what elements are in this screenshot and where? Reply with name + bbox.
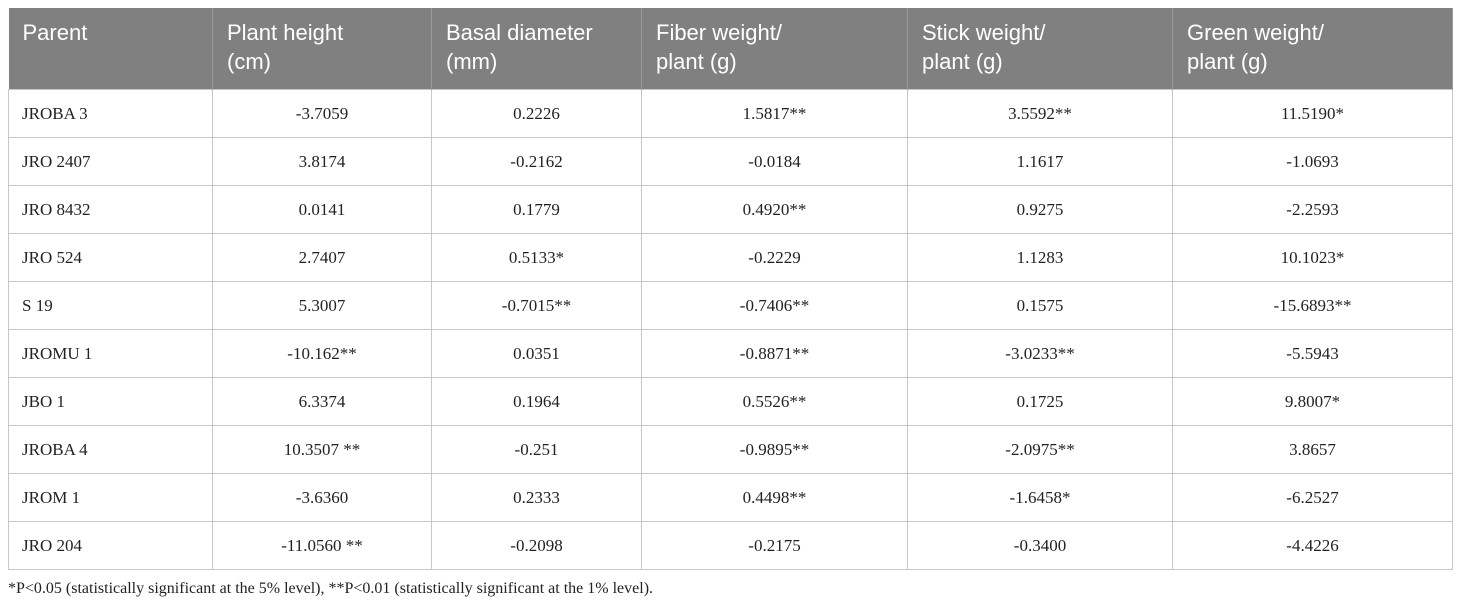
row-label: JRO 204 — [8, 521, 213, 570]
table-cell: -3.6360 — [212, 473, 432, 522]
column-header: Stick weight/ plant (g) — [907, 8, 1173, 90]
table-row: S 19 5.3007 -0.7015** -0.7406** 0.1575 -15.68… — [8, 281, 1453, 330]
table-cell: -4.4226 — [1172, 521, 1453, 570]
table-cell: -0.7015** — [431, 281, 642, 330]
table-cell: 2.7407 — [212, 233, 432, 282]
table-cell: -10.162** — [212, 329, 432, 378]
column-header: Plant height (cm) — [212, 8, 432, 90]
column-header: Parent — [8, 8, 213, 90]
table-cell: -2.2593 — [1172, 185, 1453, 234]
table-container: Parent Plant height (cm) Basal diameter (m… — [8, 8, 1453, 570]
column-header: Basal diameter (mm) — [431, 8, 642, 90]
table-cell: 6.3374 — [212, 377, 432, 426]
table-cell: 0.5526** — [641, 377, 908, 426]
table-cell: 9.8007* — [1172, 377, 1453, 426]
table-row: JROBA 3 -3.7059 0.2226 1.5817** 3.5592** 11.5… — [8, 89, 1453, 138]
table-cell: -0.3400 — [907, 521, 1173, 570]
header-row: Parent Plant height (cm) Basal diameter (m… — [8, 8, 1453, 90]
row-label: JRO 8432 — [8, 185, 213, 234]
header-text: Plant height (cm) — [227, 20, 344, 74]
table-body: JROBA 3 -3.7059 0.2226 1.5817** 3.5592** 11.5… — [8, 89, 1453, 570]
table-cell: -6.2527 — [1172, 473, 1453, 522]
table-row: JROBA 4 10.3507 ** -0.251 -0.9895** -2.0975*… — [8, 425, 1453, 474]
table-cell: -3.0233** — [907, 329, 1173, 378]
row-label: S 19 — [8, 281, 213, 330]
table-cell: -2.0975** — [907, 425, 1173, 474]
table-cell: 3.5592** — [907, 89, 1173, 138]
table-cell: 0.1964 — [431, 377, 642, 426]
table-cell: -0.2229 — [641, 233, 908, 282]
header-text: Parent — [22, 20, 88, 45]
table-cell: 5.3007 — [212, 281, 432, 330]
table-cell: -11.0560 ** — [212, 521, 432, 570]
table-row: JBO 1 6.3374 0.1964 0.5526** 0.1725 9.8007* — [8, 377, 1453, 426]
header-text: Green weight/ plant (g) — [1187, 20, 1324, 74]
table-cell: 0.1575 — [907, 281, 1173, 330]
table-cell: 0.2226 — [431, 89, 642, 138]
table-cell: 0.1779 — [431, 185, 642, 234]
table-cell: 10.1023* — [1172, 233, 1453, 282]
table-row: JRO 8432 0.0141 0.1779 0.4920** 0.9275 -2.259… — [8, 185, 1453, 234]
row-label: JROMU 1 — [8, 329, 213, 378]
table-cell: 3.8174 — [212, 137, 432, 186]
table-cell: 0.1725 — [907, 377, 1173, 426]
table-row: JROMU 1 -10.162** 0.0351 -0.8871** -3.0233**… — [8, 329, 1453, 378]
table-row: JRO 2407 3.8174 -0.2162 -0.0184 1.1617 -1.069… — [8, 137, 1453, 186]
table-cell: -5.5943 — [1172, 329, 1453, 378]
row-label: JROM 1 — [8, 473, 213, 522]
table-cell: 3.8657 — [1172, 425, 1453, 474]
table-cell: 0.0141 — [212, 185, 432, 234]
table-cell: -0.2175 — [641, 521, 908, 570]
table-cell: 11.5190* — [1172, 89, 1453, 138]
table-cell: -0.7406** — [641, 281, 908, 330]
table-cell: 0.0351 — [431, 329, 642, 378]
table-cell: -0.2162 — [431, 137, 642, 186]
table-cell: 1.1617 — [907, 137, 1173, 186]
table-cell: -0.9895** — [641, 425, 908, 474]
column-header: Fiber weight/ plant (g) — [641, 8, 908, 90]
data-table: Parent Plant height (cm) Basal diameter (m… — [8, 8, 1453, 570]
table-cell: 1.1283 — [907, 233, 1173, 282]
table-cell: -0.2098 — [431, 521, 642, 570]
table-cell: 0.5133* — [431, 233, 642, 282]
table-cell: -1.6458* — [907, 473, 1173, 522]
header-text: Basal diameter (mm) — [446, 20, 593, 74]
table-cell: -0.8871** — [641, 329, 908, 378]
column-header: Green weight/ plant (g) — [1172, 8, 1453, 90]
table-cell: 0.9275 — [907, 185, 1173, 234]
table-cell: 0.4498** — [641, 473, 908, 522]
table-cell: 0.4920** — [641, 185, 908, 234]
row-label: JBO 1 — [8, 377, 213, 426]
row-label: JROBA 3 — [8, 89, 213, 138]
table-cell: -3.7059 — [212, 89, 432, 138]
table-cell: 0.2333 — [431, 473, 642, 522]
table-row: JRO 204 -11.0560 ** -0.2098 -0.2175 -0.3400-… — [8, 521, 1453, 570]
header-text: Stick weight/ plant (g) — [922, 20, 1046, 74]
table-cell: 1.5817** — [641, 89, 908, 138]
footnote: *P<0.05 (statistically significant at th… — [8, 580, 654, 597]
header-text: Fiber weight/ plant (g) — [656, 20, 782, 74]
row-label: JRO 524 — [8, 233, 213, 282]
row-label: JRO 2407 — [8, 137, 213, 186]
table-cell: 10.3507 ** — [212, 425, 432, 474]
table-row: JROM 1 -3.6360 0.2333 0.4498** -1.6458* -6.25… — [8, 473, 1453, 522]
table-cell: -1.0693 — [1172, 137, 1453, 186]
table-cell: -15.6893** — [1172, 281, 1453, 330]
row-label: JROBA 4 — [8, 425, 213, 474]
table-row: JRO 524 2.7407 0.5133* -0.2229 1.1283 10.1023… — [8, 233, 1453, 282]
table-cell: -0.251 — [431, 425, 642, 474]
table-cell: -0.0184 — [641, 137, 908, 186]
